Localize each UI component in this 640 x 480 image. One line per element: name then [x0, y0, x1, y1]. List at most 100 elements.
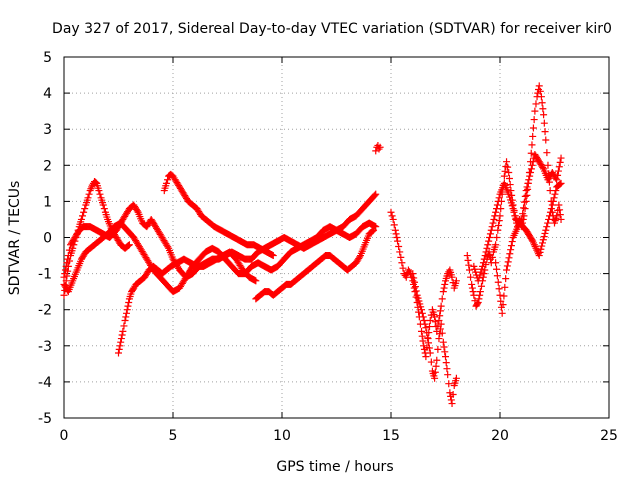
chart-title: Day 327 of 2017, Sidereal Day-to-day VTE…: [52, 21, 612, 37]
y-tick-label: 2: [43, 158, 52, 174]
data-point: [412, 287, 420, 295]
data-point: [100, 205, 108, 213]
data-point: [495, 217, 503, 225]
data-point: [427, 358, 435, 366]
data-point: [124, 302, 132, 310]
data-point: [422, 353, 430, 361]
data-point: [495, 221, 503, 229]
data-point: [523, 191, 531, 199]
x-tick-label: 0: [60, 428, 69, 444]
data-point: [121, 317, 129, 325]
x-tick-label: 10: [273, 428, 291, 444]
data-point: [443, 365, 451, 373]
data-point: [495, 194, 503, 202]
data-point: [504, 258, 512, 266]
plot-frame: [63, 56, 610, 419]
data-point: [527, 149, 535, 157]
data-point: [252, 277, 260, 285]
data-point: [426, 323, 434, 331]
data-point: [555, 163, 563, 171]
data-point: [65, 246, 73, 254]
data-point: [77, 215, 85, 223]
data-point: [164, 176, 172, 184]
data-point: [469, 288, 477, 296]
data-point: [556, 211, 564, 219]
data-point: [539, 236, 547, 244]
data-point: [464, 256, 472, 264]
data-point: [399, 264, 407, 272]
data-point: [500, 292, 508, 300]
data-point: [544, 219, 552, 227]
data-point: [393, 234, 401, 241]
data-point: [81, 205, 89, 213]
data-point: [395, 243, 403, 251]
data-point: [508, 238, 516, 246]
data-point: [525, 176, 533, 184]
data-point: [477, 282, 485, 290]
x-tick-label: 20: [491, 428, 509, 444]
data-point: [115, 349, 122, 357]
x-tick-label: 5: [169, 428, 178, 444]
data-point: [521, 192, 529, 200]
data-point: [372, 190, 380, 198]
data-point: [409, 270, 417, 278]
series-arc-9: [409, 270, 460, 408]
y-tick-label: 4: [43, 86, 52, 102]
data-point: [509, 205, 517, 213]
data-point: [529, 124, 537, 132]
data-point: [118, 331, 126, 339]
data-point: [527, 165, 535, 173]
data-point: [63, 259, 71, 267]
data-point: [506, 181, 514, 189]
data-point: [483, 244, 491, 252]
data-point: [481, 252, 489, 260]
data-point: [435, 317, 443, 325]
data-point: [420, 317, 428, 325]
data-point: [504, 163, 512, 171]
data-point: [389, 215, 397, 223]
data-point: [441, 280, 449, 288]
data-point: [439, 338, 447, 346]
data-point: [523, 183, 531, 191]
data-point: [537, 93, 545, 101]
y-tick-label: 0: [43, 231, 52, 247]
data-point: [488, 223, 496, 231]
data-point: [522, 187, 530, 195]
data-point: [554, 171, 562, 179]
series-arc-3: [60, 219, 380, 296]
data-point: [465, 261, 473, 269]
data-point: [495, 285, 503, 293]
data-point: [79, 212, 87, 220]
data-point: [493, 272, 501, 280]
data-point: [505, 175, 513, 183]
data-point: [557, 154, 565, 162]
data-point: [387, 208, 395, 216]
data-point: [426, 317, 434, 325]
data-point: [369, 227, 377, 235]
data-point: [436, 312, 444, 320]
data-point: [479, 262, 487, 270]
data-point: [475, 295, 483, 303]
data-point: [556, 180, 564, 188]
data-point: [488, 253, 496, 261]
series-arc-2: [60, 190, 380, 281]
x-tick-labels: 0 5 10 15 20 25: [60, 428, 618, 444]
data-point: [553, 176, 561, 184]
data-point: [511, 212, 519, 220]
data-point: [526, 172, 534, 180]
data-point: [490, 215, 498, 223]
data-point: [123, 306, 131, 314]
data-point: [493, 205, 501, 213]
data-point: [543, 223, 551, 231]
data-point: [554, 167, 562, 175]
data-point: [486, 230, 494, 238]
data-point: [64, 255, 72, 263]
data-point: [473, 300, 481, 308]
data-point: [550, 194, 558, 202]
data-point: [96, 190, 104, 198]
data-point: [424, 334, 432, 342]
data-point: [447, 396, 455, 404]
data-point: [99, 201, 107, 209]
data-point: [535, 252, 543, 260]
